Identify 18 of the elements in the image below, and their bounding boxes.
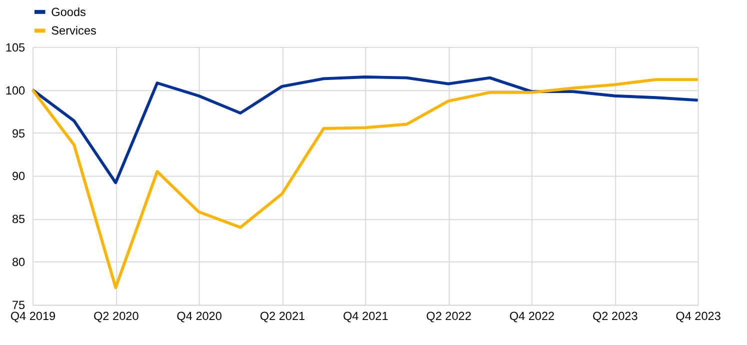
x-tick-label: Q2 2022: [426, 308, 472, 323]
x-tick-label: Q4 2022: [509, 308, 555, 323]
x-tick-label: Q2 2021: [260, 308, 306, 323]
x-tick-label: Q4 2021: [342, 308, 388, 323]
x-tick-label: Q2 2023: [592, 308, 638, 323]
line-series: [31, 78, 700, 290]
x-tick-label: Q4 2023: [676, 308, 722, 323]
y-tick-label: 90: [12, 169, 26, 184]
legend-label: Goods: [51, 4, 86, 19]
y-tick-label: 100: [5, 83, 26, 98]
y-tick-label: 80: [12, 255, 26, 270]
y-tick-label: 105: [5, 40, 26, 54]
y-tick-label: 95: [12, 126, 26, 140]
y-tick-label: 85: [12, 212, 26, 226]
x-tick-label: Q2 2020: [94, 308, 140, 323]
legend-label: Services: [51, 24, 97, 38]
line-series: [31, 75, 700, 184]
x-tick-label: Q4 2020: [176, 308, 222, 323]
